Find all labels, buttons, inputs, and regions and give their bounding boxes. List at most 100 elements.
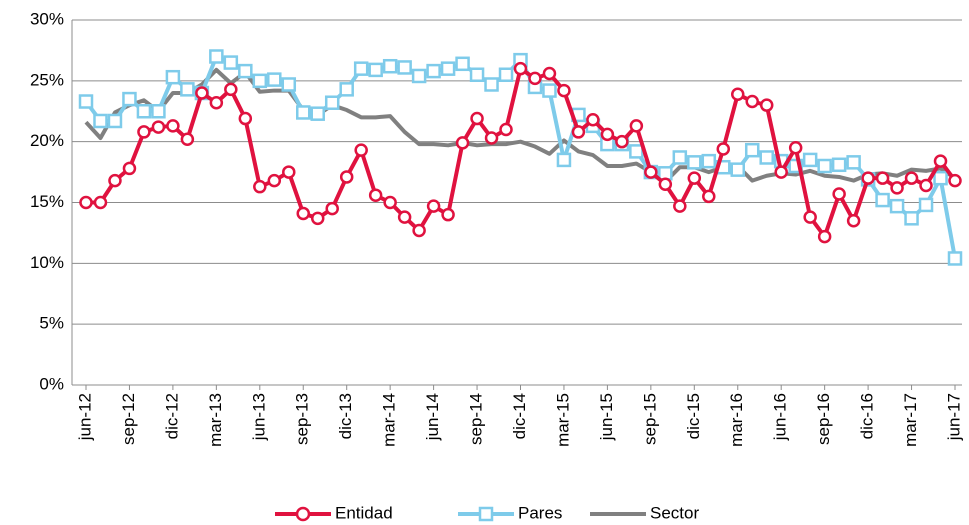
series-line — [84, 54, 957, 259]
marker — [731, 87, 745, 101]
marker — [180, 132, 195, 146]
marker — [832, 187, 846, 201]
marker — [875, 171, 890, 185]
marker — [716, 142, 731, 156]
marker — [644, 165, 658, 179]
legend-label: Pares — [518, 503, 562, 522]
marker — [93, 113, 108, 129]
y-tick-label: 0% — [39, 374, 64, 393]
marker — [499, 122, 513, 137]
marker — [267, 173, 282, 188]
marker — [571, 125, 586, 139]
marker — [412, 223, 426, 238]
marker — [411, 68, 427, 84]
x-tick-label: mar-16 — [727, 393, 746, 447]
marker — [93, 195, 108, 210]
x-tick-label: jun-12 — [75, 393, 94, 441]
marker — [368, 188, 383, 202]
marker — [296, 105, 311, 120]
y-tick-label: 5% — [39, 314, 64, 333]
marker — [586, 113, 600, 127]
marker — [224, 82, 238, 97]
marker — [890, 181, 904, 195]
marker — [353, 61, 369, 76]
marker — [672, 150, 688, 165]
x-tick-label: sep-14 — [467, 393, 486, 445]
marker — [310, 211, 325, 226]
marker — [223, 55, 239, 70]
x-tick-label: dic-16 — [858, 393, 877, 439]
legend-item: Sector — [590, 503, 699, 522]
marker — [904, 171, 919, 185]
marker — [788, 141, 803, 155]
marker — [933, 170, 948, 186]
legend-item: Entidad — [275, 503, 393, 522]
marker — [557, 83, 571, 98]
marker — [136, 104, 152, 119]
marker — [107, 113, 123, 129]
marker — [310, 106, 325, 121]
marker — [238, 111, 253, 126]
x-tick-label: mar-13 — [206, 393, 225, 447]
marker — [339, 82, 354, 97]
y-tick-label: 30% — [30, 9, 64, 28]
legend-marker — [478, 506, 494, 522]
marker — [498, 67, 514, 82]
y-tick-label: 10% — [30, 253, 64, 272]
marker — [122, 161, 137, 176]
marker — [397, 60, 412, 75]
x-tick-label: jun-13 — [249, 393, 268, 441]
marker — [875, 192, 890, 208]
marker — [253, 179, 267, 194]
marker — [455, 56, 470, 72]
marker — [382, 58, 398, 74]
marker — [78, 94, 94, 109]
marker — [629, 144, 644, 159]
marker — [441, 207, 455, 222]
marker — [802, 152, 818, 168]
marker — [817, 158, 832, 174]
marker — [238, 63, 253, 79]
marker — [151, 120, 166, 134]
marker — [658, 177, 673, 191]
marker — [209, 49, 224, 64]
marker — [759, 98, 774, 112]
marker — [615, 134, 629, 149]
marker — [151, 104, 166, 119]
marker — [846, 214, 861, 228]
x-tick-label: mar-14 — [380, 393, 399, 447]
marker — [948, 173, 962, 188]
marker — [803, 210, 817, 224]
x-tick-label: mar-15 — [553, 393, 572, 447]
x-tick-label: dic-14 — [510, 393, 529, 439]
marker — [846, 155, 861, 170]
marker — [542, 66, 557, 81]
marker — [513, 61, 528, 76]
legend-label: Sector — [650, 503, 699, 522]
marker — [339, 170, 354, 184]
marker — [368, 62, 383, 78]
marker — [470, 111, 484, 126]
marker — [252, 73, 268, 89]
marker — [542, 83, 557, 98]
marker — [354, 143, 368, 157]
y-tick-label: 25% — [30, 70, 64, 89]
marker — [282, 165, 296, 179]
marker — [281, 77, 297, 92]
marker — [324, 95, 340, 110]
marker — [426, 63, 441, 79]
marker — [165, 69, 181, 85]
marker — [831, 157, 847, 173]
x-tick-label: mar-17 — [901, 393, 920, 447]
marker — [137, 125, 151, 139]
x-tick-label: dic-13 — [336, 393, 355, 439]
marker — [759, 150, 774, 165]
marker — [673, 199, 687, 213]
legend-label: Entidad — [335, 503, 393, 522]
marker — [687, 155, 702, 170]
marker — [919, 178, 933, 193]
marker — [209, 95, 224, 110]
marker — [440, 61, 456, 76]
marker — [426, 199, 441, 213]
